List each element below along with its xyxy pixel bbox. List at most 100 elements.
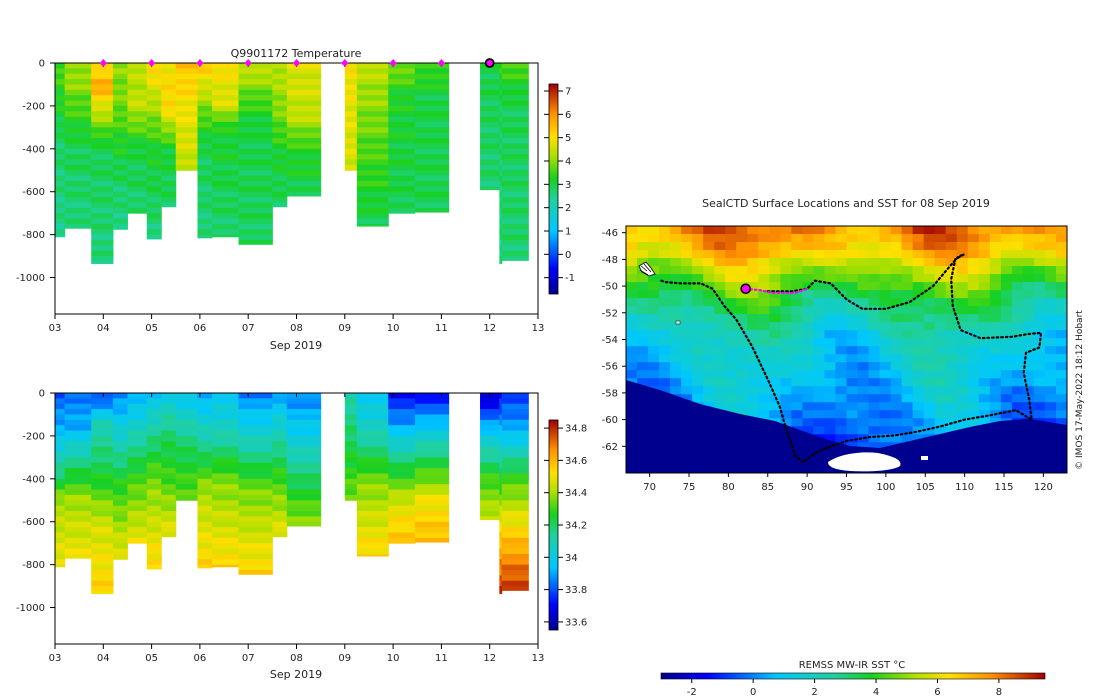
colorbar-tick-label: 34.2 xyxy=(565,521,587,532)
profile-cell xyxy=(112,197,128,203)
sst-cell xyxy=(802,418,815,427)
profile-cell xyxy=(501,143,529,150)
colorbar-tick-label: 5 xyxy=(565,133,571,144)
profile-cell xyxy=(356,457,389,464)
map-y-tick-label: -62 xyxy=(602,442,618,453)
sst-cell xyxy=(923,250,936,259)
sst-cell xyxy=(626,370,638,379)
map-y-tick-label: -56 xyxy=(602,362,618,373)
sst-cell xyxy=(769,258,781,267)
profile-cell xyxy=(127,527,148,533)
sst-cell xyxy=(934,330,947,339)
profile-cell xyxy=(55,510,66,517)
sst-cell xyxy=(670,250,682,259)
profile-cell xyxy=(112,425,128,432)
sst-cell xyxy=(857,442,870,451)
profile-cell xyxy=(127,516,148,523)
sst-cell xyxy=(714,370,726,379)
sst-cell xyxy=(912,266,925,275)
sst-cell xyxy=(912,378,925,387)
sst-cell xyxy=(912,330,925,339)
colorbar-tick-label: 6 xyxy=(565,110,571,121)
profile-cell xyxy=(501,234,529,241)
profile-cell xyxy=(64,484,92,491)
profile-cell xyxy=(161,121,177,128)
sst-cell xyxy=(1000,226,1013,235)
sst-cell xyxy=(901,314,914,323)
profile-cell xyxy=(480,484,500,491)
profile-cell xyxy=(112,521,128,528)
sst-cell xyxy=(912,306,925,315)
profile-cell xyxy=(161,191,177,198)
sst-cell xyxy=(1000,322,1013,331)
sst-cell xyxy=(857,346,870,355)
sst-cell xyxy=(901,346,914,355)
seal-track-north xyxy=(766,252,966,310)
profile-cell xyxy=(146,500,162,507)
profile-cell xyxy=(64,489,92,496)
profile-cell xyxy=(175,95,198,102)
profile-cell xyxy=(344,138,358,144)
sst-cell xyxy=(956,258,969,267)
profile-cell xyxy=(211,489,240,496)
profile-cell xyxy=(388,468,416,474)
sst-cell xyxy=(780,410,792,419)
profile-cell xyxy=(146,229,162,236)
sst-cell xyxy=(1011,410,1024,419)
sst-cell xyxy=(626,258,638,267)
sst-cell xyxy=(978,226,991,235)
profile-cell xyxy=(91,148,114,155)
sst-cell xyxy=(780,314,792,323)
sst-cell xyxy=(813,362,826,371)
profile-cell xyxy=(499,202,503,209)
profile-cell xyxy=(197,223,213,230)
profile-cell xyxy=(501,159,529,166)
profile-cell xyxy=(414,478,450,485)
profile-cell xyxy=(238,105,273,112)
profile-cell xyxy=(175,105,198,112)
profile-cell xyxy=(91,478,114,485)
profile-cell xyxy=(414,446,450,453)
profile-cell xyxy=(211,553,240,560)
sst-cell xyxy=(934,362,947,371)
colorbar-tick-label: 33.8 xyxy=(565,585,587,596)
sst-cell xyxy=(692,258,704,267)
sst-cell xyxy=(1000,250,1013,259)
sst-cell xyxy=(637,354,649,363)
profile-cell xyxy=(146,138,162,144)
sst-cell xyxy=(846,378,859,387)
profile-cell xyxy=(197,89,213,96)
map-x-tick-label: 115 xyxy=(994,482,1013,493)
sst-cell xyxy=(747,258,759,267)
profile-cell xyxy=(91,116,114,123)
sst-cell xyxy=(912,362,925,371)
sst-cell xyxy=(780,274,792,283)
sst-cell xyxy=(945,266,958,275)
sst-cell xyxy=(747,338,759,347)
profile-cell xyxy=(356,68,389,75)
sst-cell xyxy=(890,282,903,291)
profile-cell xyxy=(238,409,273,415)
profile-cell xyxy=(499,510,503,517)
profile-cell xyxy=(501,543,529,550)
sst-cell xyxy=(791,258,803,267)
profile-cell xyxy=(388,63,416,69)
sst-cell xyxy=(802,234,815,243)
profile-cell xyxy=(146,234,162,240)
sst-cell xyxy=(1055,258,1067,267)
sst-cell xyxy=(648,290,660,299)
profile-cell xyxy=(64,473,92,480)
sst-cell xyxy=(813,226,826,235)
sst-cell xyxy=(879,258,892,267)
sst-cell xyxy=(1033,306,1046,315)
profile-cell xyxy=(501,191,529,198)
sst-cell xyxy=(923,378,936,387)
profile-cell xyxy=(161,89,177,96)
sst-cell xyxy=(681,226,693,235)
sst-cell xyxy=(868,258,881,267)
profile-cell xyxy=(356,419,389,426)
profile-cell xyxy=(480,414,500,421)
profile-cell xyxy=(272,202,288,208)
sst-cell xyxy=(1055,330,1067,339)
profile-cell xyxy=(112,484,128,491)
